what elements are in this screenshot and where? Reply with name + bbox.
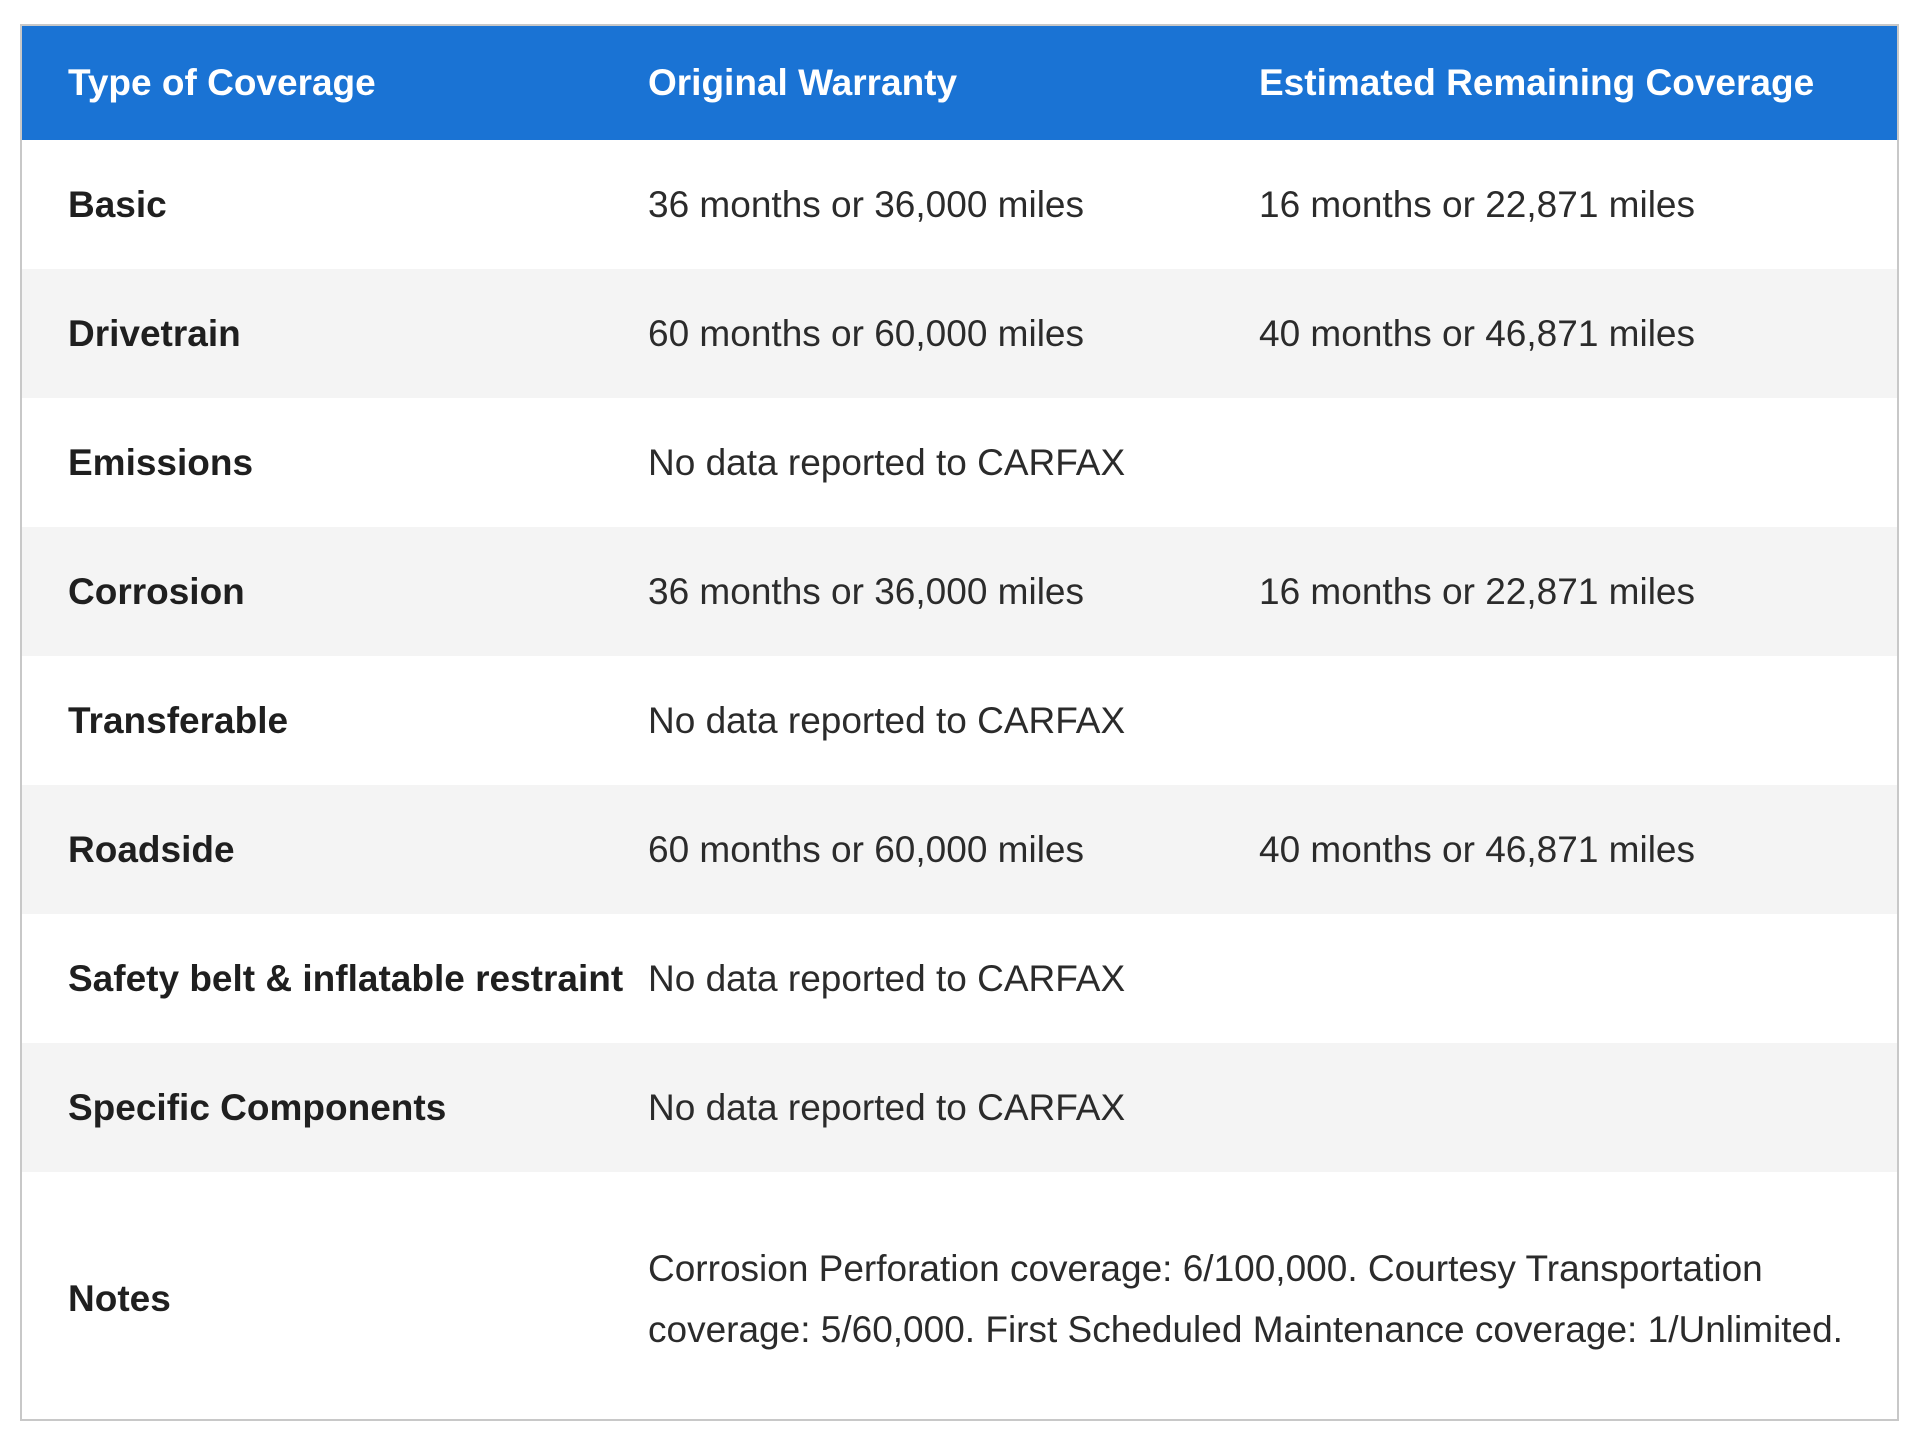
coverage-type-cell: Emissions [68,441,254,483]
table-row: Basic 36 months or 36,000 miles 16 month… [22,140,1897,269]
remaining-coverage-cell: 40 months or 46,871 miles [1259,312,1696,354]
table-row: Specific Components No data reported to … [22,1043,1897,1172]
table-header-row: Type of Coverage Original Warranty Estim… [22,26,1897,140]
remaining-coverage-cell: 16 months or 22,871 miles [1259,183,1696,225]
remaining-coverage-cell [1227,398,1897,527]
warranty-coverage-table: Type of Coverage Original Warranty Estim… [20,24,1899,1421]
coverage-type-cell: Transferable [68,699,289,741]
notes-label: Notes [68,1278,171,1319]
header-estimated-remaining-coverage: Estimated Remaining Coverage [1259,62,1815,103]
table-row: Safety belt & inflatable restraint No da… [22,914,1897,1043]
remaining-coverage-cell [1227,914,1897,1043]
table-body: Basic 36 months or 36,000 miles 16 month… [22,140,1897,1419]
table-row: Drivetrain 60 months or 60,000 miles 40 … [22,269,1897,398]
coverage-type-cell: Specific Components [68,1086,447,1128]
notes-text: Corrosion Perforation coverage: 6/100,00… [648,1248,1843,1350]
original-warranty-cell: No data reported to CARFAX [648,699,1126,741]
remaining-coverage-cell: 16 months or 22,871 miles [1259,570,1696,612]
warranty-table: Type of Coverage Original Warranty Estim… [22,26,1897,1419]
coverage-type-cell: Safety belt & inflatable restraint [68,957,624,999]
table-row: Emissions No data reported to CARFAX [22,398,1897,527]
coverage-type-cell: Drivetrain [68,312,241,354]
original-warranty-cell: 60 months or 60,000 miles [648,828,1085,870]
original-warranty-cell: 36 months or 36,000 miles [648,570,1085,612]
original-warranty-cell: 36 months or 36,000 miles [648,183,1085,225]
remaining-coverage-cell [1227,1043,1897,1172]
original-warranty-cell: No data reported to CARFAX [648,957,1126,999]
original-warranty-cell: No data reported to CARFAX [648,441,1126,483]
coverage-type-cell: Basic [68,183,167,225]
coverage-type-cell: Roadside [68,828,235,870]
table-row: Corrosion 36 months or 36,000 miles 16 m… [22,527,1897,656]
notes-row: Notes Corrosion Perforation coverage: 6/… [22,1172,1897,1419]
remaining-coverage-cell: 40 months or 46,871 miles [1259,828,1696,870]
original-warranty-cell: 60 months or 60,000 miles [648,312,1085,354]
table-row: Transferable No data reported to CARFAX [22,656,1897,785]
coverage-type-cell: Corrosion [68,570,245,612]
header-original-warranty: Original Warranty [648,62,958,103]
table-header: Type of Coverage Original Warranty Estim… [22,26,1897,140]
table-row: Roadside 60 months or 60,000 miles 40 mo… [22,785,1897,914]
remaining-coverage-cell [1227,656,1897,785]
original-warranty-cell: No data reported to CARFAX [648,1086,1126,1128]
header-type-of-coverage: Type of Coverage [68,62,376,103]
